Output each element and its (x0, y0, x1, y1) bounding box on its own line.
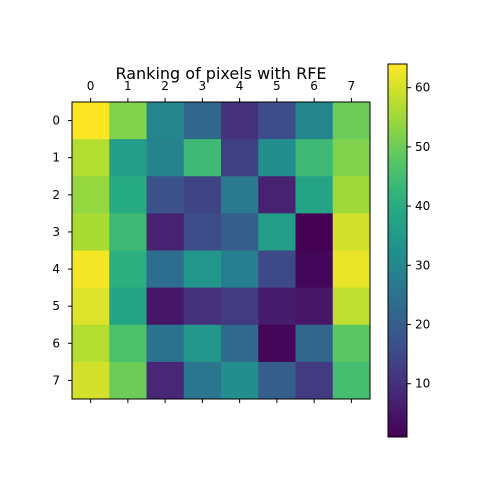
heatmap-cell-r3-c7 (332, 213, 371, 252)
heatmap-cell-r7-c2 (146, 361, 185, 400)
heatmap-cell-r2-c4 (221, 176, 259, 214)
y-tick-label-0: 0 (52, 114, 60, 128)
heatmap-cell-r0-c7 (332, 102, 371, 140)
heatmap-frame (71, 101, 371, 400)
heatmap-cell-r3-c6 (295, 213, 334, 252)
heatmap-cell-r7-c5 (258, 361, 296, 400)
heatmap-cell-r0-c5 (258, 102, 296, 140)
heatmap-cell-r5-c3 (183, 287, 222, 326)
heatmap-cell-r7-c0 (72, 361, 110, 400)
heatmap-cell-r6-c0 (72, 324, 110, 363)
y-axis-ticks: 0 1 2 3 4 5 6 7 (52, 114, 72, 387)
heatmap-cell-r0-c3 (183, 102, 222, 140)
heatmap-cell-r1-c4 (221, 139, 259, 177)
heatmap-cell-r1-c7 (332, 139, 371, 177)
chart-title: Ranking of pixels with RFE (115, 64, 326, 83)
heatmap-cell-r2-c6 (295, 176, 334, 214)
heatmap-cell-r0-c2 (146, 102, 185, 140)
heatmap-cell-r3-c1 (109, 213, 147, 252)
x-tick-label-5: 5 (273, 79, 281, 93)
heatmap-cell-r4-c1 (109, 250, 147, 289)
heatmap-cell-r5-c4 (221, 287, 259, 326)
heatmap-cell-r6-c3 (183, 324, 222, 363)
heatmap-cell-r6-c1 (109, 324, 147, 363)
colorbar: 10 20 30 40 50 60 (387, 63, 430, 438)
colorbar-tick-label-1: 20 (415, 318, 430, 332)
heatmap-cells (72, 102, 371, 400)
x-tick-label-2: 2 (161, 79, 169, 93)
heatmap-cell-r6-c6 (295, 324, 334, 363)
heatmap-cell-r4-c7 (332, 250, 371, 289)
heatmap-cell-r0-c0 (72, 102, 110, 140)
heatmap-cell-r5-c0 (72, 287, 110, 326)
heatmap-cell-r1-c2 (146, 139, 185, 177)
x-tick-label-0: 0 (87, 79, 95, 93)
heatmap-cell-r4-c4 (221, 250, 259, 289)
heatmap-cell-r1-c0 (72, 139, 110, 177)
heatmap-cell-r7-c6 (295, 361, 334, 400)
x-axis-ticks: 0 1 2 3 4 5 6 7 (87, 79, 355, 403)
heatmap-cell-r0-c6 (295, 102, 334, 140)
y-tick-label-1: 1 (52, 151, 60, 165)
heatmap-cell-r3-c4 (221, 213, 259, 252)
heatmap-cell-r2-c5 (258, 176, 296, 214)
heatmap-cell-r6-c4 (221, 324, 259, 363)
heatmap-cell-r3-c0 (72, 213, 110, 252)
heatmap-cell-r7-c3 (183, 361, 222, 400)
heatmap-cell-r5-c6 (295, 287, 334, 326)
heatmap-cell-r5-c7 (332, 287, 371, 326)
y-tick-label-2: 2 (52, 188, 60, 202)
x-tick-label-3: 3 (199, 79, 207, 93)
x-tick-label-7: 7 (348, 79, 356, 93)
heatmap-cell-r1-c1 (109, 139, 147, 177)
heatmap-cell-r4-c2 (146, 250, 185, 289)
heatmap-cell-r5-c5 (258, 287, 296, 326)
colorbar-frame (387, 63, 408, 438)
heatmap-cell-r1-c6 (295, 139, 334, 177)
heatmap-cell-r0-c4 (221, 102, 259, 140)
y-tick-label-5: 5 (52, 299, 60, 313)
heatmap-cell-r1-c3 (183, 139, 222, 177)
heatmap-cell-r4-c5 (258, 250, 296, 289)
y-tick-label-7: 7 (52, 373, 60, 387)
heatmap-cell-r3-c2 (146, 213, 185, 252)
heatmap-cell-r5-c2 (146, 287, 185, 326)
heatmap-cell-r7-c1 (109, 361, 147, 400)
y-tick-label-3: 3 (52, 225, 60, 239)
y-tick-label-4: 4 (52, 262, 60, 276)
colorbar-tick-label-2: 30 (415, 258, 430, 272)
heatmap-cell-r2-c0 (72, 176, 110, 214)
heatmap-cell-r6-c5 (258, 324, 296, 363)
heatmap-cell-r6-c7 (332, 324, 371, 363)
heatmap-cell-r4-c0 (72, 250, 110, 289)
x-tick-label-4: 4 (236, 79, 244, 93)
colorbar-gradient (388, 64, 407, 437)
heatmap-cell-r5-c1 (109, 287, 147, 326)
colorbar-tick-label-3: 40 (415, 199, 430, 213)
colorbar-tick-label-5: 60 (415, 81, 430, 95)
heatmap-cell-r3-c5 (258, 213, 296, 252)
heatmap-cell-r6-c2 (146, 324, 185, 363)
heatmap-cell-r2-c7 (332, 176, 371, 214)
x-tick-label-6: 6 (310, 79, 318, 93)
heatmap-cell-r4-c6 (295, 250, 334, 289)
colorbar-tick-label-0: 10 (415, 377, 430, 391)
heatmap-cell-r0-c1 (109, 102, 147, 140)
heatmap-cell-r2-c1 (109, 176, 147, 214)
colorbar-tick-label-4: 50 (415, 140, 430, 154)
heatmap-cell-r2-c2 (146, 176, 185, 214)
heatmap-cell-r1-c5 (258, 139, 296, 177)
heatmap-cell-r2-c3 (183, 176, 222, 214)
heatmap-cell-r3-c3 (183, 213, 222, 252)
heatmap-cell-r7-c7 (332, 361, 371, 400)
y-tick-label-6: 6 (52, 336, 60, 350)
x-tick-label-1: 1 (124, 79, 132, 93)
heatmap-cell-r4-c3 (183, 250, 222, 289)
heatmap-cell-r7-c4 (221, 361, 259, 400)
